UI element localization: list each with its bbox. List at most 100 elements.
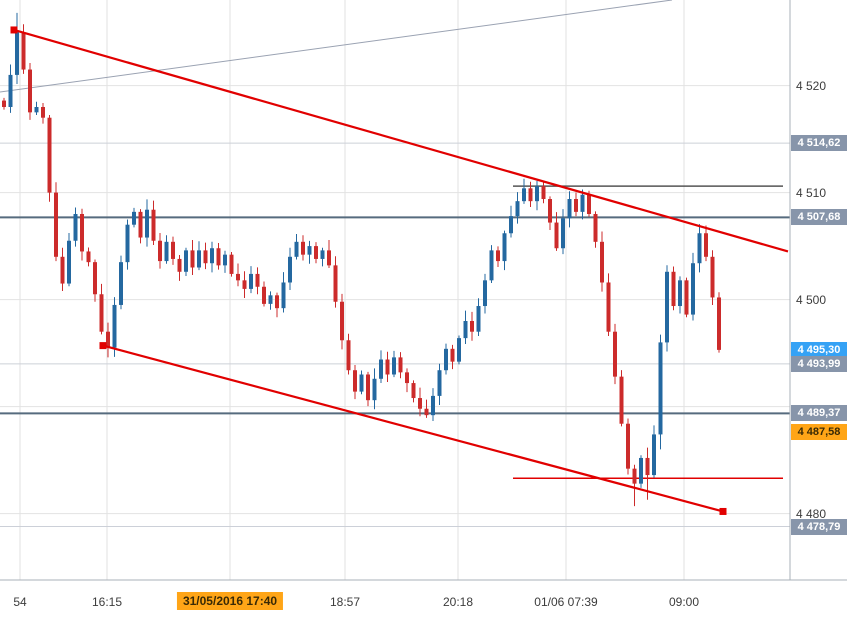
candle-body	[80, 214, 84, 252]
candle-body	[509, 216, 513, 234]
candle-body	[340, 301, 344, 341]
candle-body	[548, 199, 552, 223]
candle-body	[28, 69, 32, 113]
candle-body	[145, 209, 149, 238]
candle-body	[580, 194, 585, 212]
trendline-handle[interactable]	[99, 342, 107, 350]
candle-body	[678, 280, 682, 307]
candle-body	[639, 457, 643, 484]
candle-body	[307, 246, 312, 255]
trendline-handle[interactable]	[719, 507, 727, 515]
time-axis-label: 54	[13, 595, 27, 609]
candle-body	[541, 186, 546, 200]
level-price-badge: 4 507,68	[791, 209, 847, 226]
candle-body	[483, 280, 487, 307]
price-axis-label: 4 520	[796, 78, 827, 93]
candle-body	[450, 348, 455, 362]
candle-body	[346, 340, 351, 371]
candle-body	[67, 240, 71, 284]
price-axis[interactable]: 4 520 4 510 4 500 4 480 4 514,62 4 507,68 4 49…	[791, 0, 847, 580]
candle-body	[15, 32, 19, 75]
candle-body	[632, 468, 637, 484]
alert-price-badge: 4 487,58	[791, 424, 847, 441]
candle-body	[236, 273, 240, 281]
candle-body	[93, 262, 97, 295]
candle-body	[444, 348, 448, 371]
candle-body	[34, 107, 39, 113]
upper-trendline[interactable]	[13, 28, 789, 253]
candle-body	[294, 241, 299, 257]
candle-body	[21, 32, 26, 70]
candle-body	[151, 209, 156, 241]
price-axis-label: 4 510	[796, 185, 827, 200]
candle-body	[613, 331, 617, 377]
candle-body	[392, 357, 396, 375]
candle-body	[366, 374, 370, 401]
candle-body	[652, 434, 656, 476]
level-price-badge: 4 493,99	[791, 355, 847, 372]
candle-body	[626, 423, 630, 469]
candle-body	[470, 321, 474, 332]
trendline-handle[interactable]	[10, 26, 18, 34]
candle-body	[684, 280, 689, 315]
candle-body	[327, 250, 331, 266]
candle-body	[476, 306, 481, 332]
time-axis-label: 09:00	[668, 595, 700, 609]
candle-body	[561, 218, 565, 249]
candle-body	[405, 372, 409, 384]
candle-body	[177, 258, 182, 272]
candle-body	[502, 233, 507, 262]
time-axis-label: 20:18	[442, 595, 474, 609]
candle-body	[587, 194, 591, 214]
price-axis-label: 4 480	[796, 506, 827, 521]
candle-body	[515, 201, 520, 217]
candle-body	[606, 282, 611, 332]
candle-body	[288, 256, 292, 283]
candle-body	[47, 117, 52, 193]
candle-body	[229, 254, 234, 274]
candle-body	[385, 359, 390, 375]
last-price-badge: 4 495,30	[791, 341, 847, 358]
candle-body	[210, 248, 214, 264]
candle-body	[398, 357, 403, 373]
candle-body	[619, 376, 624, 424]
candle-body	[496, 250, 500, 262]
candle-body	[457, 338, 461, 362]
time-axis-label: 01/06 07:39	[534, 595, 598, 609]
candle-body	[184, 250, 188, 272]
candle-body	[138, 211, 143, 238]
gray-trendline[interactable]	[0, 0, 673, 93]
lower-trendline[interactable]	[102, 344, 724, 513]
candle-body	[203, 250, 208, 264]
level-price-badge: 4 478,79	[791, 518, 847, 535]
candle-body	[691, 263, 695, 315]
candle-body	[60, 256, 65, 284]
candle-body	[535, 186, 539, 202]
candle-body	[665, 271, 669, 343]
candle-body	[112, 304, 117, 348]
time-axis-label: 18:57	[329, 595, 361, 609]
candle-body	[424, 408, 429, 416]
candle-body	[697, 233, 702, 264]
candle-body	[379, 359, 383, 379]
candle-body	[8, 74, 13, 107]
candle-body	[41, 107, 45, 118]
candle-body	[411, 383, 416, 399]
candle-body	[353, 370, 357, 392]
level-price-badge: 4 514,62	[791, 135, 847, 152]
candle-body	[216, 248, 221, 266]
candle-body	[320, 250, 325, 259]
candle-body	[418, 398, 422, 409]
candle-body	[554, 222, 559, 249]
time-axis[interactable]: 54 16:15 31/05/2016 17:40 18:57 20:18 01/06 0…	[0, 580, 847, 617]
candle-body	[281, 282, 286, 309]
candle-body	[710, 256, 715, 298]
candle-body	[2, 100, 6, 107]
level-price-badge: 4 489,37	[791, 405, 847, 422]
candle-body	[275, 295, 279, 309]
candle-body	[671, 271, 676, 307]
candle-body	[171, 241, 175, 259]
candle-body	[333, 265, 338, 302]
